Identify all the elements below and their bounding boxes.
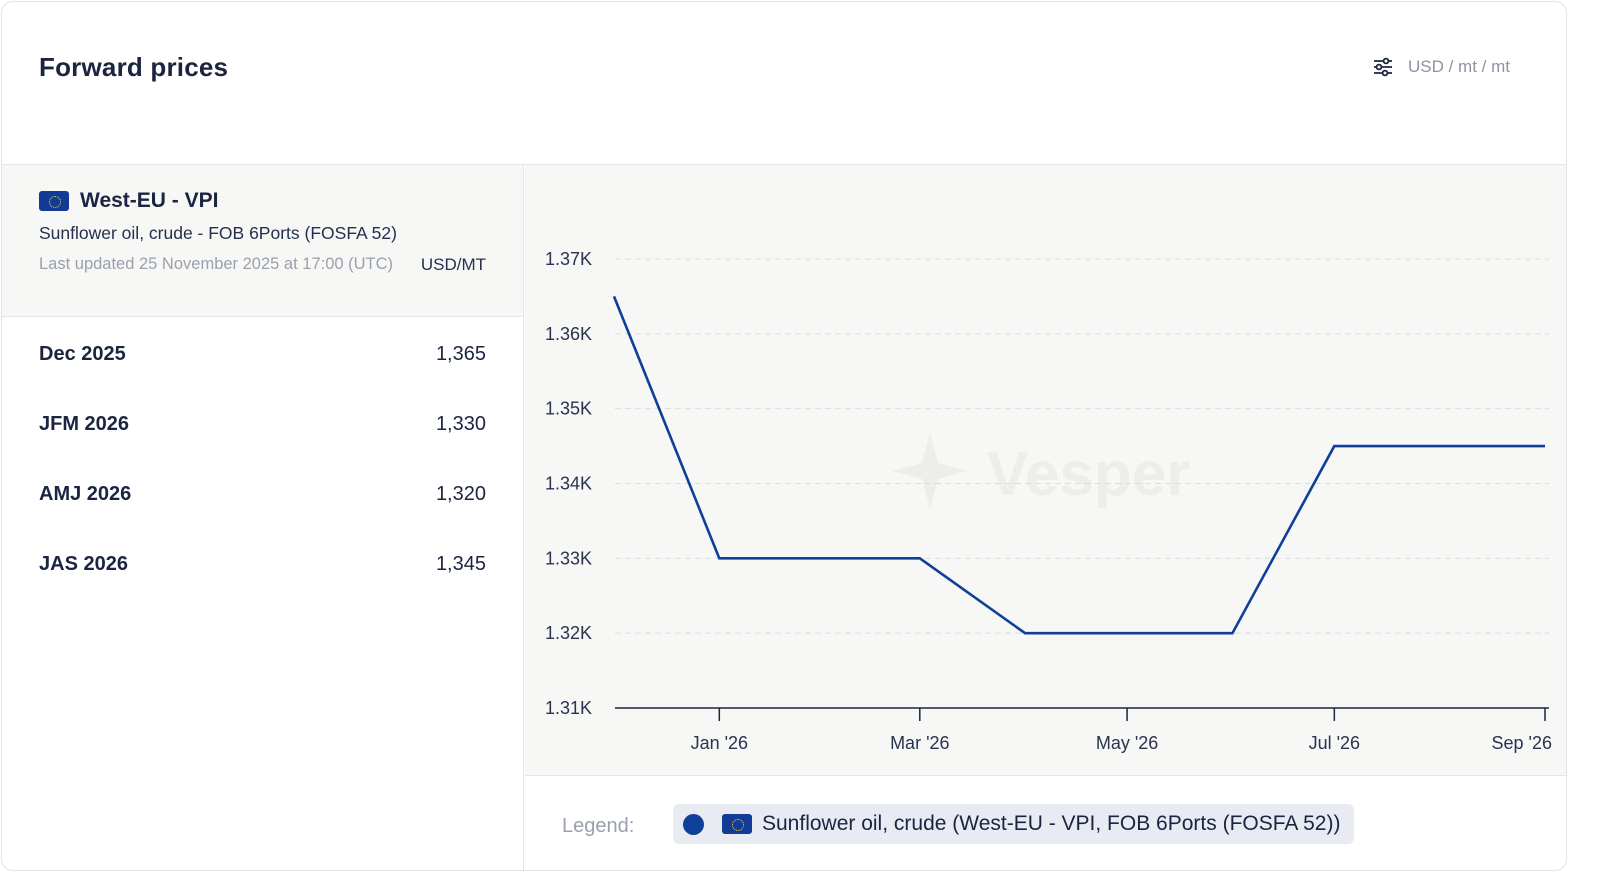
card-title: Forward prices (39, 52, 229, 82)
y-tick-label: 1.34K (545, 474, 592, 494)
list-item[interactable]: JFM 2026 1,330 (39, 409, 486, 439)
vesper-watermark: Vesper (892, 433, 1190, 509)
instrument-name: West-EU - VPI (80, 189, 219, 212)
period-label: JAS 2026 (39, 552, 128, 575)
price-value: 1,365 (435, 342, 486, 365)
y-tick-label: 1.31K (545, 698, 592, 718)
legend-item[interactable]: Sunflower oil, crude (West-EU - VPI, FOB… (673, 804, 1355, 844)
chart-legend: Legend: Sunflower oil, crude (West-EU - … (525, 776, 1566, 870)
x-tick-label: Sep '26 (1492, 733, 1553, 753)
list-item[interactable]: Dec 2025 1,365 (39, 339, 486, 369)
last-updated: Last updated 25 November 2025 at 17:00 (… (39, 255, 394, 273)
series-color-dot (683, 813, 704, 835)
y-tick-label: 1.36K (545, 324, 592, 344)
x-tick-label: May '26 (1096, 733, 1158, 753)
series-line (612, 295, 1545, 635)
period-label: JFM 2026 (39, 412, 130, 435)
unit-settings-button[interactable]: USD / mt / mt (1372, 57, 1510, 77)
y-tick-label: 1.33K (545, 548, 592, 568)
eu-flag-icon (39, 191, 69, 211)
forward-price-chart[interactable]: Vesper 1.31K 1.32K 1.33K 1.34K 1.35K 1.36K 1.3… (525, 165, 1567, 776)
price-value: 1,345 (435, 552, 486, 575)
card-header: Forward prices USD / mt / mt (2, 2, 1566, 165)
watermark-text: Vesper (987, 440, 1190, 509)
forward-prices-card: Forward prices USD / mt / mt West-EU - V… (1, 1, 1567, 871)
price-list-panel: West-EU - VPI Sunflower oil, crude - FOB… (2, 165, 524, 870)
period-label: AMJ 2026 (39, 482, 132, 505)
y-tick-label: 1.37K (545, 249, 592, 269)
price-value: 1,330 (435, 412, 486, 435)
eu-flag-icon (722, 814, 752, 834)
x-tick-label: Jan '26 (691, 733, 748, 753)
chart-area: Vesper 1.31K 1.32K 1.33K 1.34K 1.35K 1.36K 1.3… (525, 165, 1567, 776)
period-label: Dec 2025 (39, 342, 126, 365)
price-value: 1,320 (435, 482, 486, 505)
list-item[interactable]: AMJ 2026 1,320 (39, 479, 486, 509)
list-item[interactable]: JAS 2026 1,345 (39, 549, 486, 579)
x-tick-label: Mar '26 (890, 733, 949, 753)
instrument-header: West-EU - VPI Sunflower oil, crude - FOB… (2, 165, 523, 317)
instrument-unit: USD/MT (420, 255, 486, 274)
y-tick-label: 1.35K (545, 399, 592, 419)
unit-toggle-label: USD / mt / mt (1408, 57, 1510, 76)
x-tick-label: Jul '26 (1309, 733, 1360, 753)
legend-label: Legend: (562, 815, 635, 837)
y-tick-label: 1.32K (545, 623, 592, 643)
instrument-description: Sunflower oil, crude - FOB 6Ports (FOSFA… (39, 223, 397, 243)
legend-series-label: Sunflower oil, crude (West-EU - VPI, FOB… (762, 812, 1341, 835)
sliders-icon (1372, 57, 1394, 77)
